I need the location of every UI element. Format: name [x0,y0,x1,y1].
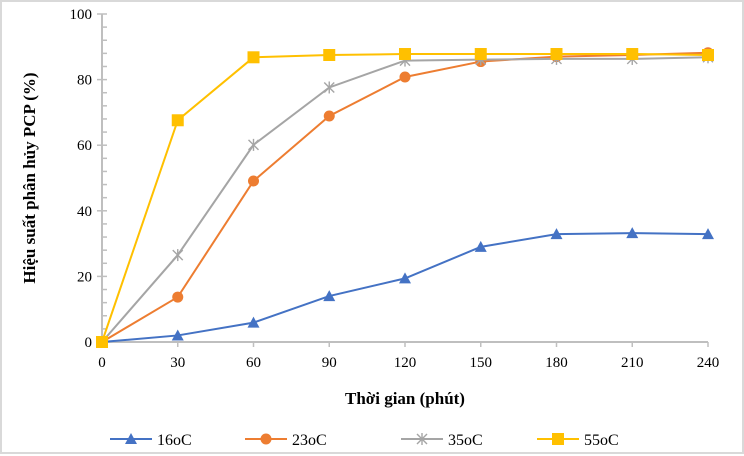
data-point [474,48,487,61]
y-tick-label: 60 [77,138,92,154]
data-point [96,336,108,348]
data-point [172,291,184,303]
legend: 16oC 23oC 35oC 55oC [110,432,619,449]
data-point [171,114,184,127]
data-point [399,71,411,83]
data-point [550,228,563,240]
data-point [399,48,411,61]
y-tick-label: 40 [77,204,92,220]
series-35oC [96,51,714,348]
data-point [323,49,336,61]
x-tick-label: 90 [322,355,337,371]
data-point [323,81,335,94]
data-point [247,316,260,328]
series-16oC [96,227,714,347]
axes: 0 20 40 60 80 100 0 30 60 90 120 150 180 210 240 [70,7,720,371]
data-point [323,290,336,302]
legend-label: 16oC [157,432,192,449]
data-point [172,249,184,262]
legend-marker [552,433,564,445]
series-layer [96,47,714,348]
x-tick-label: 210 [621,355,644,371]
y-tick-label: 80 [77,73,92,89]
legend-label: 23oC [292,432,327,449]
data-point [702,228,714,240]
x-tick-label: 240 [697,355,720,371]
data-point [550,48,563,61]
x-tick-label: 60 [246,355,261,371]
y-tick-label: 100 [70,7,93,23]
legend-marker [416,433,428,445]
x-axis-title: Thời gian (phút) [345,389,465,408]
data-point [626,48,639,61]
data-point [247,51,260,64]
x-tick-label: 120 [394,355,417,371]
data-point [323,110,335,122]
legend-item: 16oC [110,432,192,449]
series-line [101,51,709,343]
data-point [171,329,184,341]
data-point [248,138,259,151]
x-tick-label: 0 [98,355,106,371]
y-axis-title: Hiệu suất phân hủy PCP (%) [20,72,39,283]
data-point [474,240,487,252]
legend-item: 55oC [537,432,619,449]
data-point [399,272,411,284]
legend-item: 23oC [245,432,327,449]
x-tick-label: 180 [545,355,568,371]
legend-label: 35oC [448,432,483,449]
series-line [101,56,709,343]
legend-label: 55oC [584,432,619,449]
data-point [702,49,714,61]
series-23oC [96,47,714,348]
series-line [101,53,709,343]
data-point [626,227,639,239]
legend-item: 35oC [401,432,483,449]
x-tick-label: 150 [470,355,493,371]
series-line [101,232,709,343]
series-55oC [96,48,714,348]
x-tick-label: 30 [170,355,185,371]
legend-marker [125,433,137,444]
y-tick-label: 20 [77,269,92,285]
y-tick-label: 0 [85,335,93,351]
legend-marker [260,433,272,445]
data-point [248,175,259,187]
